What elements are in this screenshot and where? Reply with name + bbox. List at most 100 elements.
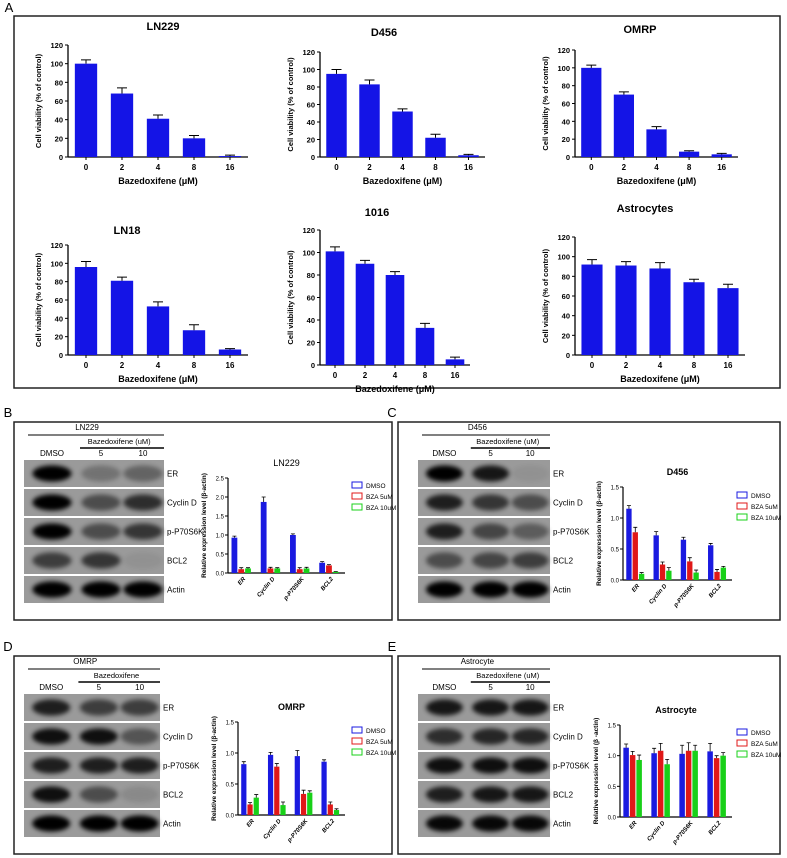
bar-dmso [708, 545, 714, 580]
protein-label: Actin [553, 820, 571, 829]
y-axis-label: Relative expression level (β-actin) [211, 716, 218, 821]
chart-title: 1016 [365, 207, 389, 219]
error-bar [189, 135, 199, 139]
y-tick-label: 80 [562, 272, 570, 281]
chart-title: OMRP [278, 702, 305, 712]
x-tick-label: 2 [367, 163, 372, 172]
x-tick-label: ER [631, 583, 641, 594]
lane-label: 5 [488, 449, 493, 458]
error-bar [397, 108, 408, 112]
bar-dmso [231, 537, 238, 573]
legend-swatch [736, 750, 748, 758]
protein-band [472, 757, 510, 774]
x-tick-label: 4 [400, 163, 405, 172]
bar-bza-10um [274, 568, 281, 573]
x-tick-label: 4 [156, 163, 161, 172]
bar-bza-10um [638, 573, 645, 580]
cell-line-label: Astrocyte [461, 657, 495, 666]
y-tick-label: 20 [55, 134, 63, 143]
x-axis-label: Bazedoxifene (μM) [118, 176, 198, 186]
protein-band [120, 786, 159, 803]
chart-title: Astrocytes [617, 203, 674, 215]
error-bar [689, 278, 699, 283]
treatment-label: Bazedoxifene [94, 671, 139, 680]
chart-title: LN18 [114, 225, 141, 237]
y-tick-label: 80 [55, 78, 63, 87]
x-tick-label: 8 [692, 361, 697, 370]
x-tick-label: Cyclin D [648, 583, 668, 606]
bar-bza-10um [636, 759, 642, 817]
y-tick-label: 0.5 [611, 548, 620, 554]
protein-band [32, 757, 71, 774]
panel-d-frame [13, 655, 393, 855]
y-axis-label: Cell viability (% of control) [286, 57, 295, 152]
protein-band [511, 728, 549, 745]
y-axis-label: Cell viability (% of control) [34, 252, 43, 347]
x-axis-label: Bazedoxifene (μM) [617, 176, 697, 186]
y-tick-label: 0.5 [216, 553, 225, 559]
error-bar [715, 569, 720, 572]
protein-band [81, 581, 121, 598]
error-bar [328, 801, 333, 805]
error-bar [189, 324, 199, 331]
protein-band [425, 523, 463, 540]
x-axis-label: Bazedoxifene (μM) [363, 176, 443, 186]
x-axis-label: Bazedoxifene (μM) [118, 374, 198, 384]
y-axis-label: Relative expression level (β -actin) [593, 718, 600, 825]
error-bar [463, 153, 474, 156]
error-bar [261, 496, 266, 502]
error-bar [320, 561, 325, 563]
bar-bza-5um [632, 532, 638, 580]
bar-bza-10um [666, 570, 672, 580]
panel-a-frame [13, 15, 781, 389]
x-tick-label: 2 [622, 163, 627, 172]
error-bar [254, 794, 259, 798]
x-tick-label: 16 [717, 163, 726, 172]
protein-band [79, 699, 118, 716]
error-bar [281, 801, 286, 806]
error-bar [687, 557, 692, 562]
bar [445, 359, 465, 365]
protein-band [32, 786, 71, 803]
y-tick-label: 20 [307, 136, 315, 145]
y-tick-label: 40 [307, 316, 315, 325]
lane-label: 10 [139, 449, 148, 458]
bar [74, 267, 98, 355]
x-tick-label: 8 [192, 163, 197, 172]
bar-dmso [653, 535, 659, 580]
y-tick-label: 20 [562, 331, 570, 340]
x-tick-label: 8 [423, 371, 428, 380]
legend-entry: BZA 10uM [751, 752, 781, 759]
x-tick-label: 0 [84, 163, 89, 172]
error-bar [654, 531, 659, 536]
y-tick-label: 1.0 [216, 534, 225, 540]
y-axis-label: Relative expression level (β-actin) [201, 473, 208, 578]
y-tick-label: 60 [307, 294, 315, 303]
protein-label: Cyclin D [553, 499, 583, 508]
legend-swatch [351, 503, 363, 511]
y-axis-label: Cell viability (% of control) [541, 56, 550, 151]
error-bar [624, 743, 629, 748]
x-tick-label: 0 [333, 371, 338, 380]
y-tick-label: 100 [302, 249, 315, 258]
y-tick-label: 1.5 [226, 721, 235, 727]
protein-band [81, 552, 121, 569]
protein-band [425, 728, 463, 745]
bar-bza-5um [247, 804, 253, 815]
error-bar [81, 261, 91, 267]
error-bar [326, 564, 331, 566]
legend-swatch [736, 728, 748, 736]
legend-swatch [736, 513, 748, 521]
error-bar [658, 743, 663, 751]
x-tick-label: 4 [658, 361, 663, 370]
protein-band [472, 581, 510, 598]
error-bar [430, 133, 441, 138]
panel-a-label: A [5, 0, 14, 15]
x-tick-label: 0 [84, 361, 89, 370]
bar-dmso [651, 753, 657, 817]
protein-label: BCL2 [553, 791, 574, 800]
x-tick-label: 0 [334, 163, 339, 172]
legend-entry: BZA 10uM [751, 515, 781, 522]
